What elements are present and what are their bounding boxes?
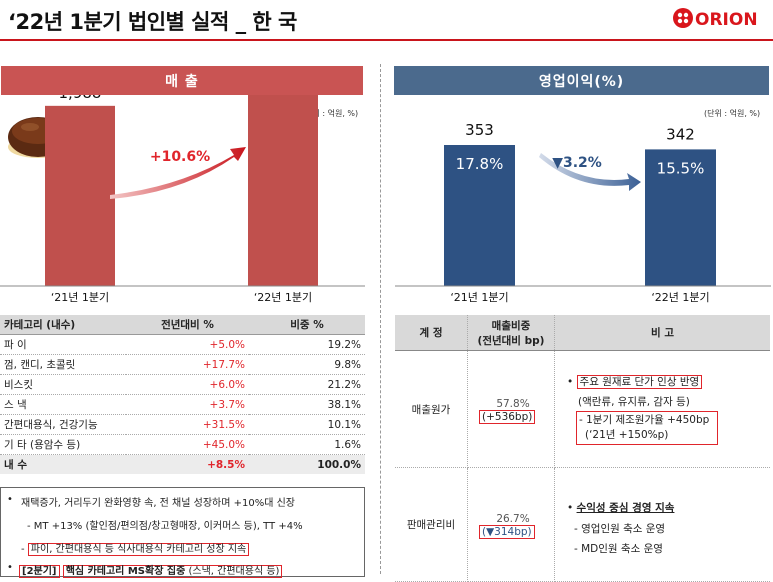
note-q2-detail: (스낵, 간편대용식 등) [188, 566, 280, 577]
cat-yoy: +31.5% [126, 414, 249, 435]
title-rule [0, 39, 773, 41]
sga-note-2: - 영업인원 축소 운영 [574, 523, 666, 535]
category-table: 카테고리 (내수) 전년대비 % 비중 % 파 이 +5.0% 19.2% 껌, 캔디… [0, 315, 365, 474]
cat-yoy: +17.7% [126, 354, 249, 375]
profit-growth-label: ▼3.2% [552, 155, 602, 171]
profit-bar [645, 149, 716, 286]
cost-row-sga-name: 판매관리비 [395, 467, 468, 582]
note-line-1: 재택증가, 거리두기 완화영향 속, 전 채널 성장하며 +10%대 신장 [21, 498, 295, 509]
sales-growth-arrow: +10.6% [110, 147, 246, 199]
orion-logo: ORION [673, 8, 758, 30]
profit-unit: (단위 : 억원, %) [704, 109, 761, 118]
growth-arrow-icon [110, 147, 246, 199]
sga-ratio: 26.7% [496, 513, 530, 525]
sga-note-1: 수익성 중심 경영 지속 [576, 502, 675, 514]
profit-bar [444, 145, 515, 286]
cogs-delta: (+536bp) [479, 410, 536, 424]
cat-name: 껌, 캔디, 초콜릿 [0, 354, 126, 375]
sales-notes: • 재택증가, 거리두기 완화영향 속, 전 채널 성장하며 +10%대 신장 … [0, 487, 365, 578]
sales-growth-label: +10.6% [150, 149, 210, 165]
cat-yoy: +3.7% [126, 394, 249, 415]
sales-unit: (단위 : 억원, %) [302, 109, 359, 118]
sales-value-label: 1,988 [59, 95, 102, 102]
cat-name: 간편대용식, 건강기능 [0, 414, 126, 435]
cost-header-remarks: 비 고 [554, 315, 770, 351]
cogs-note-4: (‘21년 +150%p) [585, 429, 669, 441]
cat-yoy: +45.0% [126, 434, 249, 455]
table-row: 간편대용식, 건강기능 +31.5% 10.1% [0, 414, 365, 435]
sales-category-label: ‘21년 1분기 [51, 291, 109, 304]
logo-text: ORION [695, 10, 758, 30]
note-line-3: 파이, 간편대용식 등 식사대용식 카테고리 성장 지속 [27, 543, 250, 556]
profit-growth-arrow: ▼3.2% [539, 153, 641, 191]
note-line-2: - MT +13% (할인점/편의점/창고형매장, 이커머스 등), TT +4… [27, 521, 303, 532]
table-row: 비스킷 +6.0% 21.2% [0, 374, 365, 395]
sales-header: 매 출 [1, 66, 363, 95]
cost-header-account: 계 정 [395, 315, 468, 351]
cogs-note-3: - 1분기 제조원가율 +450bp [579, 414, 710, 426]
cat-total-row: 내 수 +8.5% 100.0% [0, 454, 365, 474]
profit-value-label: 353 [465, 121, 494, 139]
cat-name: 기 타 (용암수 등) [0, 434, 126, 455]
cat-share: 9.8% [249, 354, 365, 375]
note-q2-tag: [2분기] [19, 565, 60, 578]
cost-header-ratio: 매출비중 (전년대비 bp) [467, 315, 555, 351]
cat-share: 38.1% [249, 394, 365, 415]
bullet-icon: • [567, 376, 574, 388]
cat-share: 100.0% [249, 454, 365, 474]
cat-yoy: +6.0% [126, 374, 249, 395]
profit-margin-label: 17.8% [456, 155, 504, 173]
section-divider [380, 64, 381, 574]
profit-category-label: ‘22년 1분기 [651, 291, 709, 304]
profit-margin-label: 15.5% [657, 159, 705, 177]
sales-bar [248, 95, 318, 286]
cat-share: 1.6% [249, 434, 365, 455]
bullet-icon: • [7, 494, 13, 505]
cat-name: 스 낵 [0, 394, 126, 415]
cat-yoy: +8.5% [126, 454, 249, 474]
decline-arrow-icon [539, 153, 641, 191]
cat-yoy: +5.0% [126, 334, 249, 355]
profit-category-label: ‘21년 1분기 [450, 291, 508, 304]
table-row: 껌, 캔디, 초콜릿 +17.7% 9.8% [0, 354, 365, 375]
cat-header-category: 카테고리 (내수) [0, 315, 126, 335]
sales-bar [45, 105, 115, 287]
profit-value-label: 342 [666, 125, 695, 143]
cat-share: 19.2% [249, 334, 365, 355]
cost-table: 계 정 매출비중 (전년대비 bp) 비 고 매출원가 판매관리비 [395, 315, 770, 582]
table-row: 기 타 (용암수 등) +45.0% 1.6% [0, 434, 365, 455]
note-q2-focus: 핵심 카테고리 MS확장 집중 [65, 566, 186, 577]
cogs-note-2: (액란류, 유지류, 감자 등) [578, 396, 690, 408]
cost-row-cogs-name: 매출원가 [395, 350, 468, 468]
sales-category-label: ‘22년 1분기 [254, 291, 312, 304]
sales-chart: 1,988‘21년 1분기2,197‘22년 1분기 +10.6% [0, 95, 365, 304]
table-row: 스 낵 +3.7% 38.1% [0, 394, 365, 415]
cat-name: 내 수 [0, 454, 126, 474]
cat-header-share: 비중 % [249, 315, 365, 335]
cogs-note-1: 주요 원재료 단가 인상 반영 [576, 375, 703, 389]
profit-header: 영업이익(%) [394, 66, 769, 95]
cat-share: 21.2% [249, 374, 365, 395]
cat-header-yoy: 전년대비 % [126, 315, 249, 335]
cat-share: 10.1% [249, 414, 365, 435]
cat-name: 파 이 [0, 334, 126, 355]
cat-name: 비스킷 [0, 374, 126, 395]
bullet-icon: • [567, 502, 574, 514]
cogs-ratio: 57.8% [496, 398, 530, 410]
sga-delta: (▼314bp) [479, 525, 535, 539]
sga-note-3: - MD인원 축소 운영 [574, 543, 663, 555]
page-title: ‘22년 1분기 법인별 실적 _ 한 국 [8, 10, 297, 34]
profit-chart: 353 17.8% ‘21년 1분기 342 15.5% ‘22년 1분기 ▼3.2% [395, 121, 771, 304]
table-row: 파 이 +5.0% 19.2% [0, 334, 365, 355]
